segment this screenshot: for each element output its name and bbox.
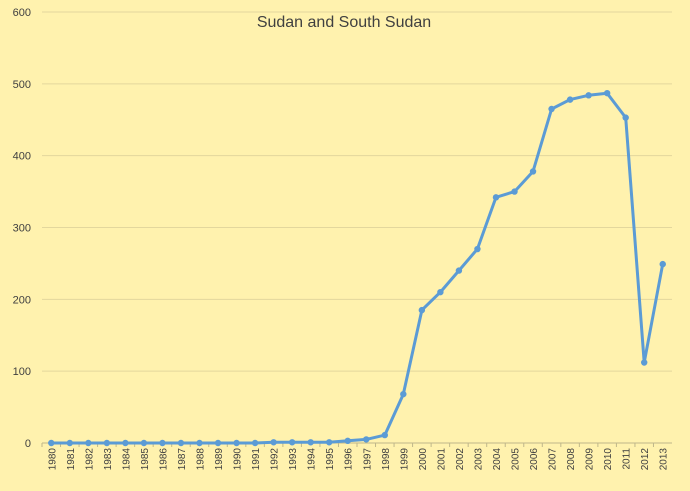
x-tick-label: 1985 xyxy=(140,448,151,471)
x-tick-label: 1988 xyxy=(196,448,207,471)
x-tick-label: 1987 xyxy=(177,448,188,471)
data-point xyxy=(455,267,463,274)
y-tick-label: 400 xyxy=(13,151,31,163)
data-point xyxy=(196,439,203,447)
x-axis-ticks: 1980 1981 1982 1983 1984 1985 1986 1987 1988 1989… xyxy=(41,443,670,471)
x-tick-label: 1995 xyxy=(325,448,336,471)
x-tick-label: 2002 xyxy=(455,448,466,471)
x-tick-label: 2010 xyxy=(603,448,614,471)
data-point xyxy=(659,260,666,268)
series-line xyxy=(51,91,665,445)
y-tick-label: 600 xyxy=(13,7,31,19)
data-point xyxy=(437,288,444,296)
y-tick-label: 100 xyxy=(13,366,31,378)
data-point xyxy=(363,436,370,443)
y-axis-ticks: 0 100 200 300 400 500 600 xyxy=(13,7,31,450)
x-tick-label: 1989 xyxy=(214,448,225,471)
x-tick-label: 2009 xyxy=(585,448,596,471)
data-point xyxy=(66,439,73,447)
x-tick-label: 1986 xyxy=(158,448,169,471)
data-point xyxy=(511,188,518,195)
x-tick-label: 1991 xyxy=(251,448,262,471)
data-point xyxy=(48,439,55,447)
data-point xyxy=(585,92,592,99)
data-point xyxy=(233,439,240,447)
gridlines xyxy=(42,11,672,444)
y-tick-label: 0 xyxy=(25,438,31,450)
x-tick-label: 1996 xyxy=(344,448,355,471)
data-point xyxy=(566,96,574,103)
data-point xyxy=(326,439,333,446)
data-point xyxy=(307,439,314,446)
x-tick-label: 1999 xyxy=(399,448,410,471)
data-point xyxy=(548,105,555,113)
chart-title: Sudan and South Sudan xyxy=(257,14,431,31)
data-point xyxy=(641,359,648,366)
data-point xyxy=(85,439,92,447)
x-tick-label: 1993 xyxy=(288,448,299,471)
y-tick-label: 500 xyxy=(13,79,31,91)
x-tick-label: 2000 xyxy=(418,448,429,471)
x-tick-label: 1981 xyxy=(66,448,77,471)
x-tick-label: 2001 xyxy=(436,448,447,471)
x-tick-label: 2008 xyxy=(566,448,577,471)
data-point xyxy=(474,245,481,253)
data-point xyxy=(622,114,629,121)
x-tick-label: 1984 xyxy=(121,448,132,471)
x-tick-label: 2011 xyxy=(622,448,633,470)
x-tick-label: 1992 xyxy=(270,448,281,471)
x-tick-label: 2006 xyxy=(529,448,540,471)
y-tick-label: 200 xyxy=(13,294,31,306)
data-point xyxy=(344,437,351,445)
x-tick-label: 1980 xyxy=(47,448,58,471)
x-tick-label: 2005 xyxy=(511,448,522,471)
data-point xyxy=(103,439,111,447)
data-point xyxy=(251,439,259,447)
data-point xyxy=(270,439,277,446)
x-tick-label: 2013 xyxy=(659,448,670,471)
x-tick-label: 2012 xyxy=(640,448,651,471)
data-point xyxy=(529,168,537,175)
x-tick-label: 1994 xyxy=(307,448,318,471)
data-point xyxy=(288,439,296,446)
x-tick-label: 1997 xyxy=(362,448,373,471)
x-tick-label: 1990 xyxy=(233,448,244,471)
x-tick-label: 1983 xyxy=(103,448,114,471)
x-tick-label: 1982 xyxy=(84,448,95,471)
x-tick-label: 2007 xyxy=(548,448,559,471)
x-tick-label: 2003 xyxy=(473,448,484,471)
data-point xyxy=(381,431,388,439)
data-point xyxy=(603,89,611,97)
data-point xyxy=(122,439,129,447)
data-point xyxy=(159,439,166,447)
data-point xyxy=(214,439,222,447)
data-point xyxy=(177,439,185,447)
data-points xyxy=(48,89,666,447)
data-point xyxy=(140,439,148,447)
data-point xyxy=(418,306,426,314)
x-tick-label: 2004 xyxy=(492,448,503,471)
x-tick-label: 1998 xyxy=(381,448,392,471)
y-tick-label: 300 xyxy=(13,223,31,235)
data-point xyxy=(400,390,407,398)
data-point xyxy=(492,194,500,201)
